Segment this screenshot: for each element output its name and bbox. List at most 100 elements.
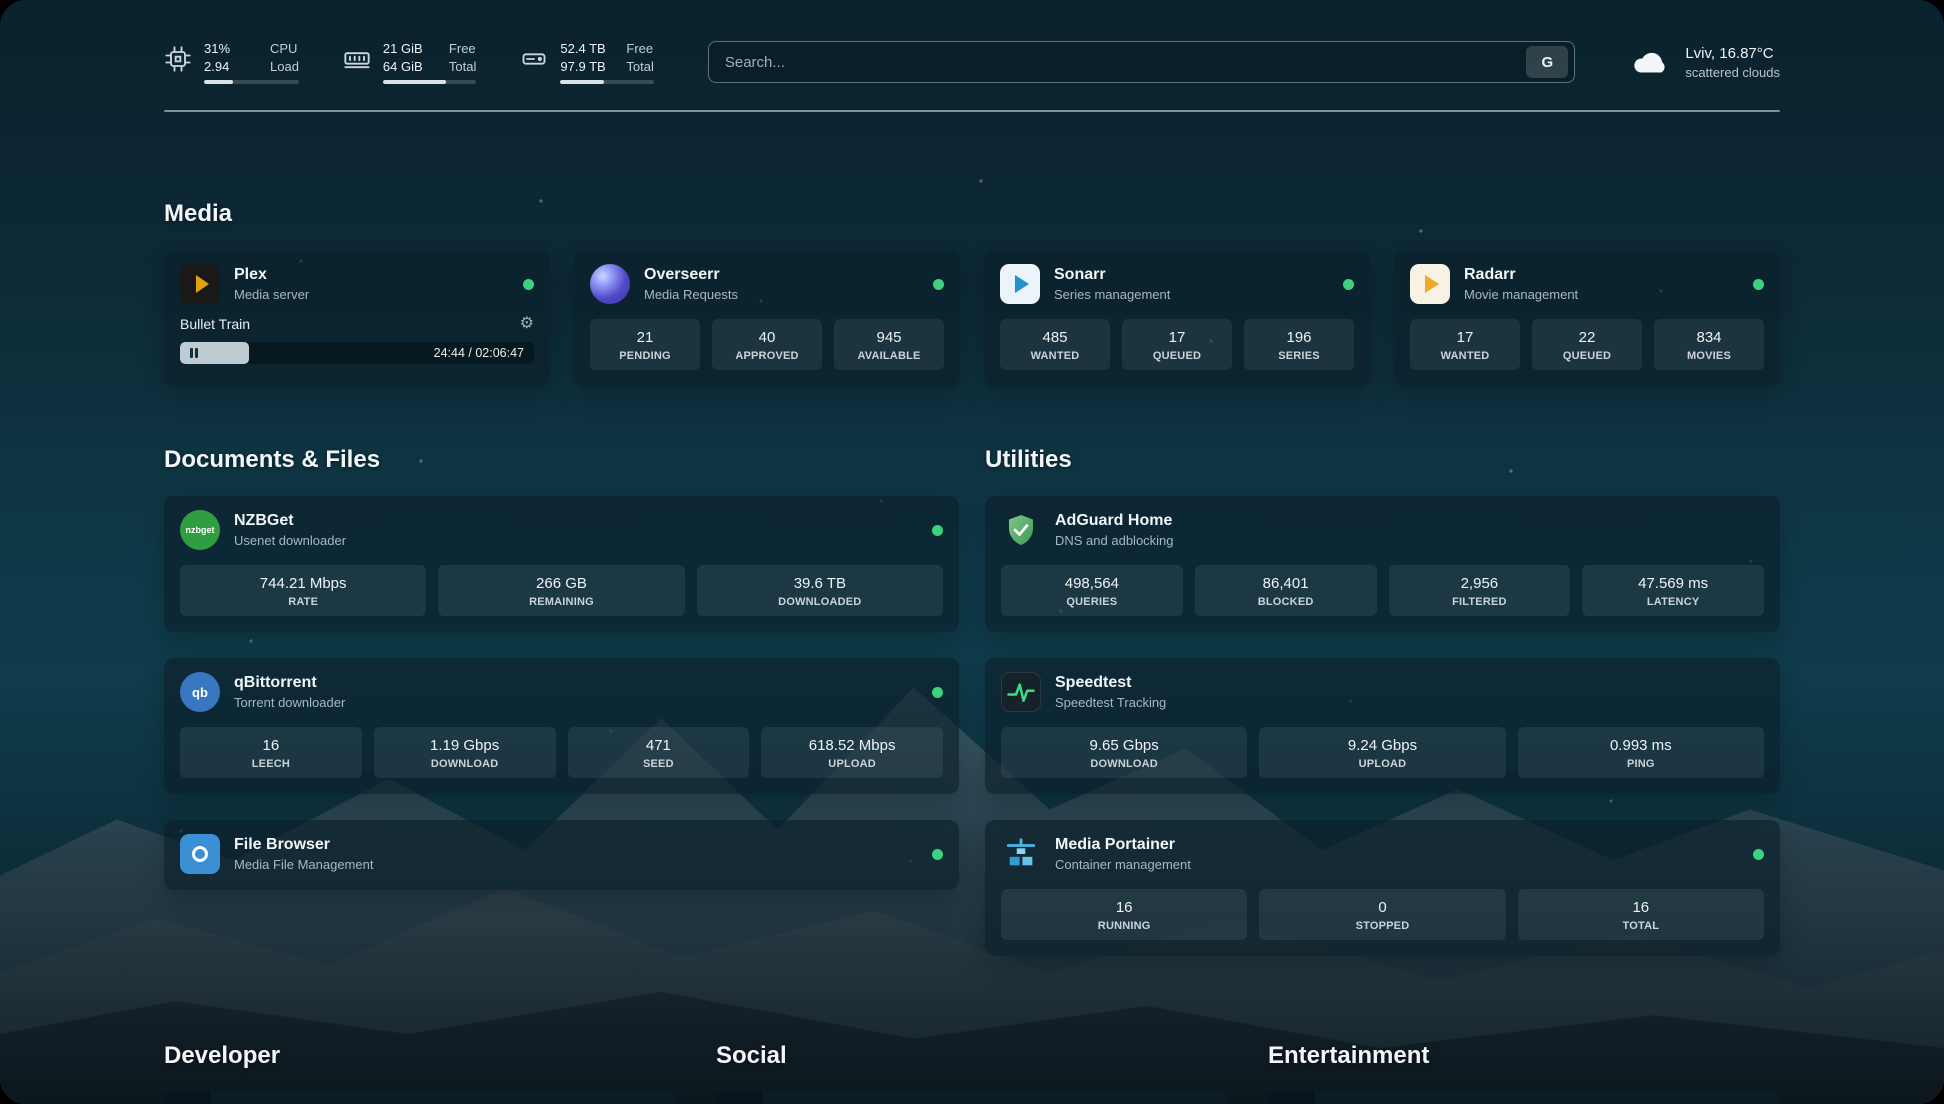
now-playing-progress[interactable]: 24:44 / 02:06:47 bbox=[180, 342, 534, 365]
weather-location: Lviv, 16.87°C bbox=[1685, 44, 1774, 62]
search-input[interactable] bbox=[724, 53, 1527, 71]
search-provider-button[interactable]: G bbox=[1526, 46, 1569, 79]
gear-icon[interactable]: ⚙ bbox=[519, 315, 534, 333]
status-dot bbox=[1753, 278, 1764, 290]
stat-box: 40 APPROVED bbox=[712, 319, 822, 371]
stat-value: 39.6 TB bbox=[793, 575, 846, 593]
cpu-load-label: Load bbox=[270, 58, 299, 74]
stat-label: LEECH bbox=[251, 758, 291, 771]
bookmark-youtube[interactable]: YT YouTube youtube.com bbox=[1268, 1092, 1780, 1104]
stat-value: 0 bbox=[1378, 899, 1387, 917]
service-name: Sonarr bbox=[1054, 266, 1106, 284]
section-title-social: Social bbox=[716, 1042, 787, 1070]
stat-label: TOTAL bbox=[1622, 920, 1660, 933]
stat-box: 834 MOVIES bbox=[1654, 319, 1764, 371]
stat-value: 0.993 ms bbox=[1609, 737, 1672, 755]
service-name: qBittorrent bbox=[234, 674, 317, 692]
stat-label: STOPPED bbox=[1355, 920, 1410, 933]
disk-icon bbox=[520, 45, 548, 73]
bookmark-linkedin[interactable]: LI LinkedIn linkedin.com bbox=[716, 1092, 1228, 1104]
stat-box: 485 WANTED bbox=[1000, 319, 1110, 371]
disk-progress-bar bbox=[560, 80, 654, 85]
stat-box: 498,564 QUERIES bbox=[1001, 565, 1183, 617]
service-card-sonarr[interactable]: Sonarr Series management 485 WANTED 17 Q… bbox=[984, 250, 1370, 387]
service-desc: Usenet downloader bbox=[234, 533, 347, 549]
stat-label: RATE bbox=[288, 596, 319, 609]
search-bar: G bbox=[707, 41, 1576, 84]
cpu-label: CPU bbox=[270, 41, 298, 56]
portainer-crane-icon bbox=[1001, 834, 1041, 874]
stat-value: 2,956 bbox=[1460, 575, 1499, 593]
status-dot bbox=[932, 848, 943, 860]
service-card-nzbget[interactable]: nzbget NZBGet Usenet downloader 744.21 M… bbox=[164, 496, 959, 633]
stat-label: SERIES bbox=[1278, 350, 1320, 363]
stat-label: SEED bbox=[642, 758, 674, 771]
stat-label: BLOCKED bbox=[1257, 596, 1314, 609]
status-dot bbox=[1753, 848, 1764, 860]
stat-label: APPROVED bbox=[735, 350, 799, 363]
service-desc: Media File Management bbox=[234, 857, 374, 873]
stat-value: 945 bbox=[876, 329, 902, 347]
service-name: Plex bbox=[234, 266, 267, 284]
stat-box: 47.569 ms LATENCY bbox=[1582, 565, 1764, 617]
stat-box: 2,956 FILTERED bbox=[1388, 565, 1571, 617]
service-card-filebrowser[interactable]: File Browser Media File Management bbox=[164, 820, 959, 891]
service-card-adguard[interactable]: AdGuard Home DNS and adblocking 498,564 … bbox=[985, 496, 1780, 633]
pause-icon[interactable] bbox=[190, 348, 198, 359]
service-card-overseerr[interactable]: Overseerr Media Requests 21 PENDING 40 A… bbox=[574, 250, 960, 387]
status-dot bbox=[1343, 278, 1354, 290]
stat-label: UPLOAD bbox=[828, 758, 876, 771]
stat-value: 40 bbox=[758, 329, 776, 347]
stat-value: 834 bbox=[1696, 329, 1722, 347]
service-card-radarr[interactable]: Radarr Movie management 17 WANTED 22 QUE… bbox=[1394, 250, 1780, 387]
bookmark-abbr: GH bbox=[164, 1092, 210, 1104]
plex-icon bbox=[180, 264, 220, 305]
stat-label: REMAINING bbox=[529, 596, 594, 609]
cloud-icon bbox=[1629, 41, 1671, 83]
stat-box: 22 QUEUED bbox=[1532, 319, 1642, 371]
service-desc: Container management bbox=[1055, 857, 1191, 873]
now-playing-progress-fill bbox=[180, 342, 250, 365]
service-name: NZBGet bbox=[234, 512, 294, 530]
stat-value: 744.21 Mbps bbox=[259, 575, 347, 593]
service-desc: Speedtest Tracking bbox=[1055, 695, 1167, 711]
disk-progress-fill bbox=[560, 80, 605, 85]
bookmark-github[interactable]: GH Github github.com bbox=[164, 1092, 676, 1104]
stat-value: 86,401 bbox=[1262, 575, 1309, 593]
memory-widget: 21 GiB 64 GiB Free Total bbox=[343, 40, 477, 85]
sonarr-icon bbox=[1000, 264, 1040, 305]
stat-value: 16 bbox=[1115, 899, 1133, 917]
stat-value: 9.65 Gbps bbox=[1089, 737, 1159, 755]
stat-value: 9.24 Gbps bbox=[1347, 737, 1418, 755]
bookmark-abbr: LI bbox=[716, 1092, 762, 1104]
top-bar: 31% 2.94 CPU Load bbox=[164, 40, 1780, 85]
cpu-icon bbox=[164, 45, 192, 73]
cpu-progress-fill bbox=[204, 80, 234, 85]
service-card-portainer[interactable]: Media Portainer Container management 16 … bbox=[985, 820, 1780, 957]
stat-value: 17 bbox=[1168, 329, 1186, 347]
service-name: File Browser bbox=[234, 836, 331, 854]
stat-value: 16 bbox=[1632, 899, 1650, 917]
stat-box: 1.19 Gbps DOWNLOAD bbox=[373, 727, 556, 779]
disk-total-label: Total bbox=[626, 58, 654, 74]
stat-value: 17 bbox=[1456, 329, 1474, 347]
stat-value: 471 bbox=[645, 737, 671, 755]
stat-box: 9.24 Gbps UPLOAD bbox=[1259, 727, 1506, 779]
service-card-plex[interactable]: Plex Media server Bullet Train ⚙ 24:44 /… bbox=[164, 250, 550, 387]
speedtest-icon bbox=[1001, 672, 1041, 713]
stat-box: 21 PENDING bbox=[590, 319, 700, 371]
service-name: Media Portainer bbox=[1055, 836, 1176, 854]
stat-box: 618.52 Mbps UPLOAD bbox=[761, 727, 943, 779]
status-dot bbox=[523, 278, 534, 290]
service-desc: Series management bbox=[1054, 287, 1171, 303]
stat-value: 498,564 bbox=[1064, 575, 1119, 593]
service-card-qbittorrent[interactable]: qb qBittorrent Torrent downloader 16 LEE… bbox=[164, 658, 959, 795]
service-desc: Media server bbox=[234, 287, 310, 303]
stat-box: 17 QUEUED bbox=[1122, 319, 1232, 371]
overseerr-icon bbox=[590, 264, 630, 305]
stat-box: 17 WANTED bbox=[1410, 319, 1520, 371]
section-title-utilities: Utilities bbox=[985, 446, 1072, 474]
service-card-speedtest[interactable]: Speedtest Speedtest Tracking 9.65 Gbps D… bbox=[985, 658, 1780, 795]
stat-label: WANTED bbox=[1440, 350, 1490, 363]
